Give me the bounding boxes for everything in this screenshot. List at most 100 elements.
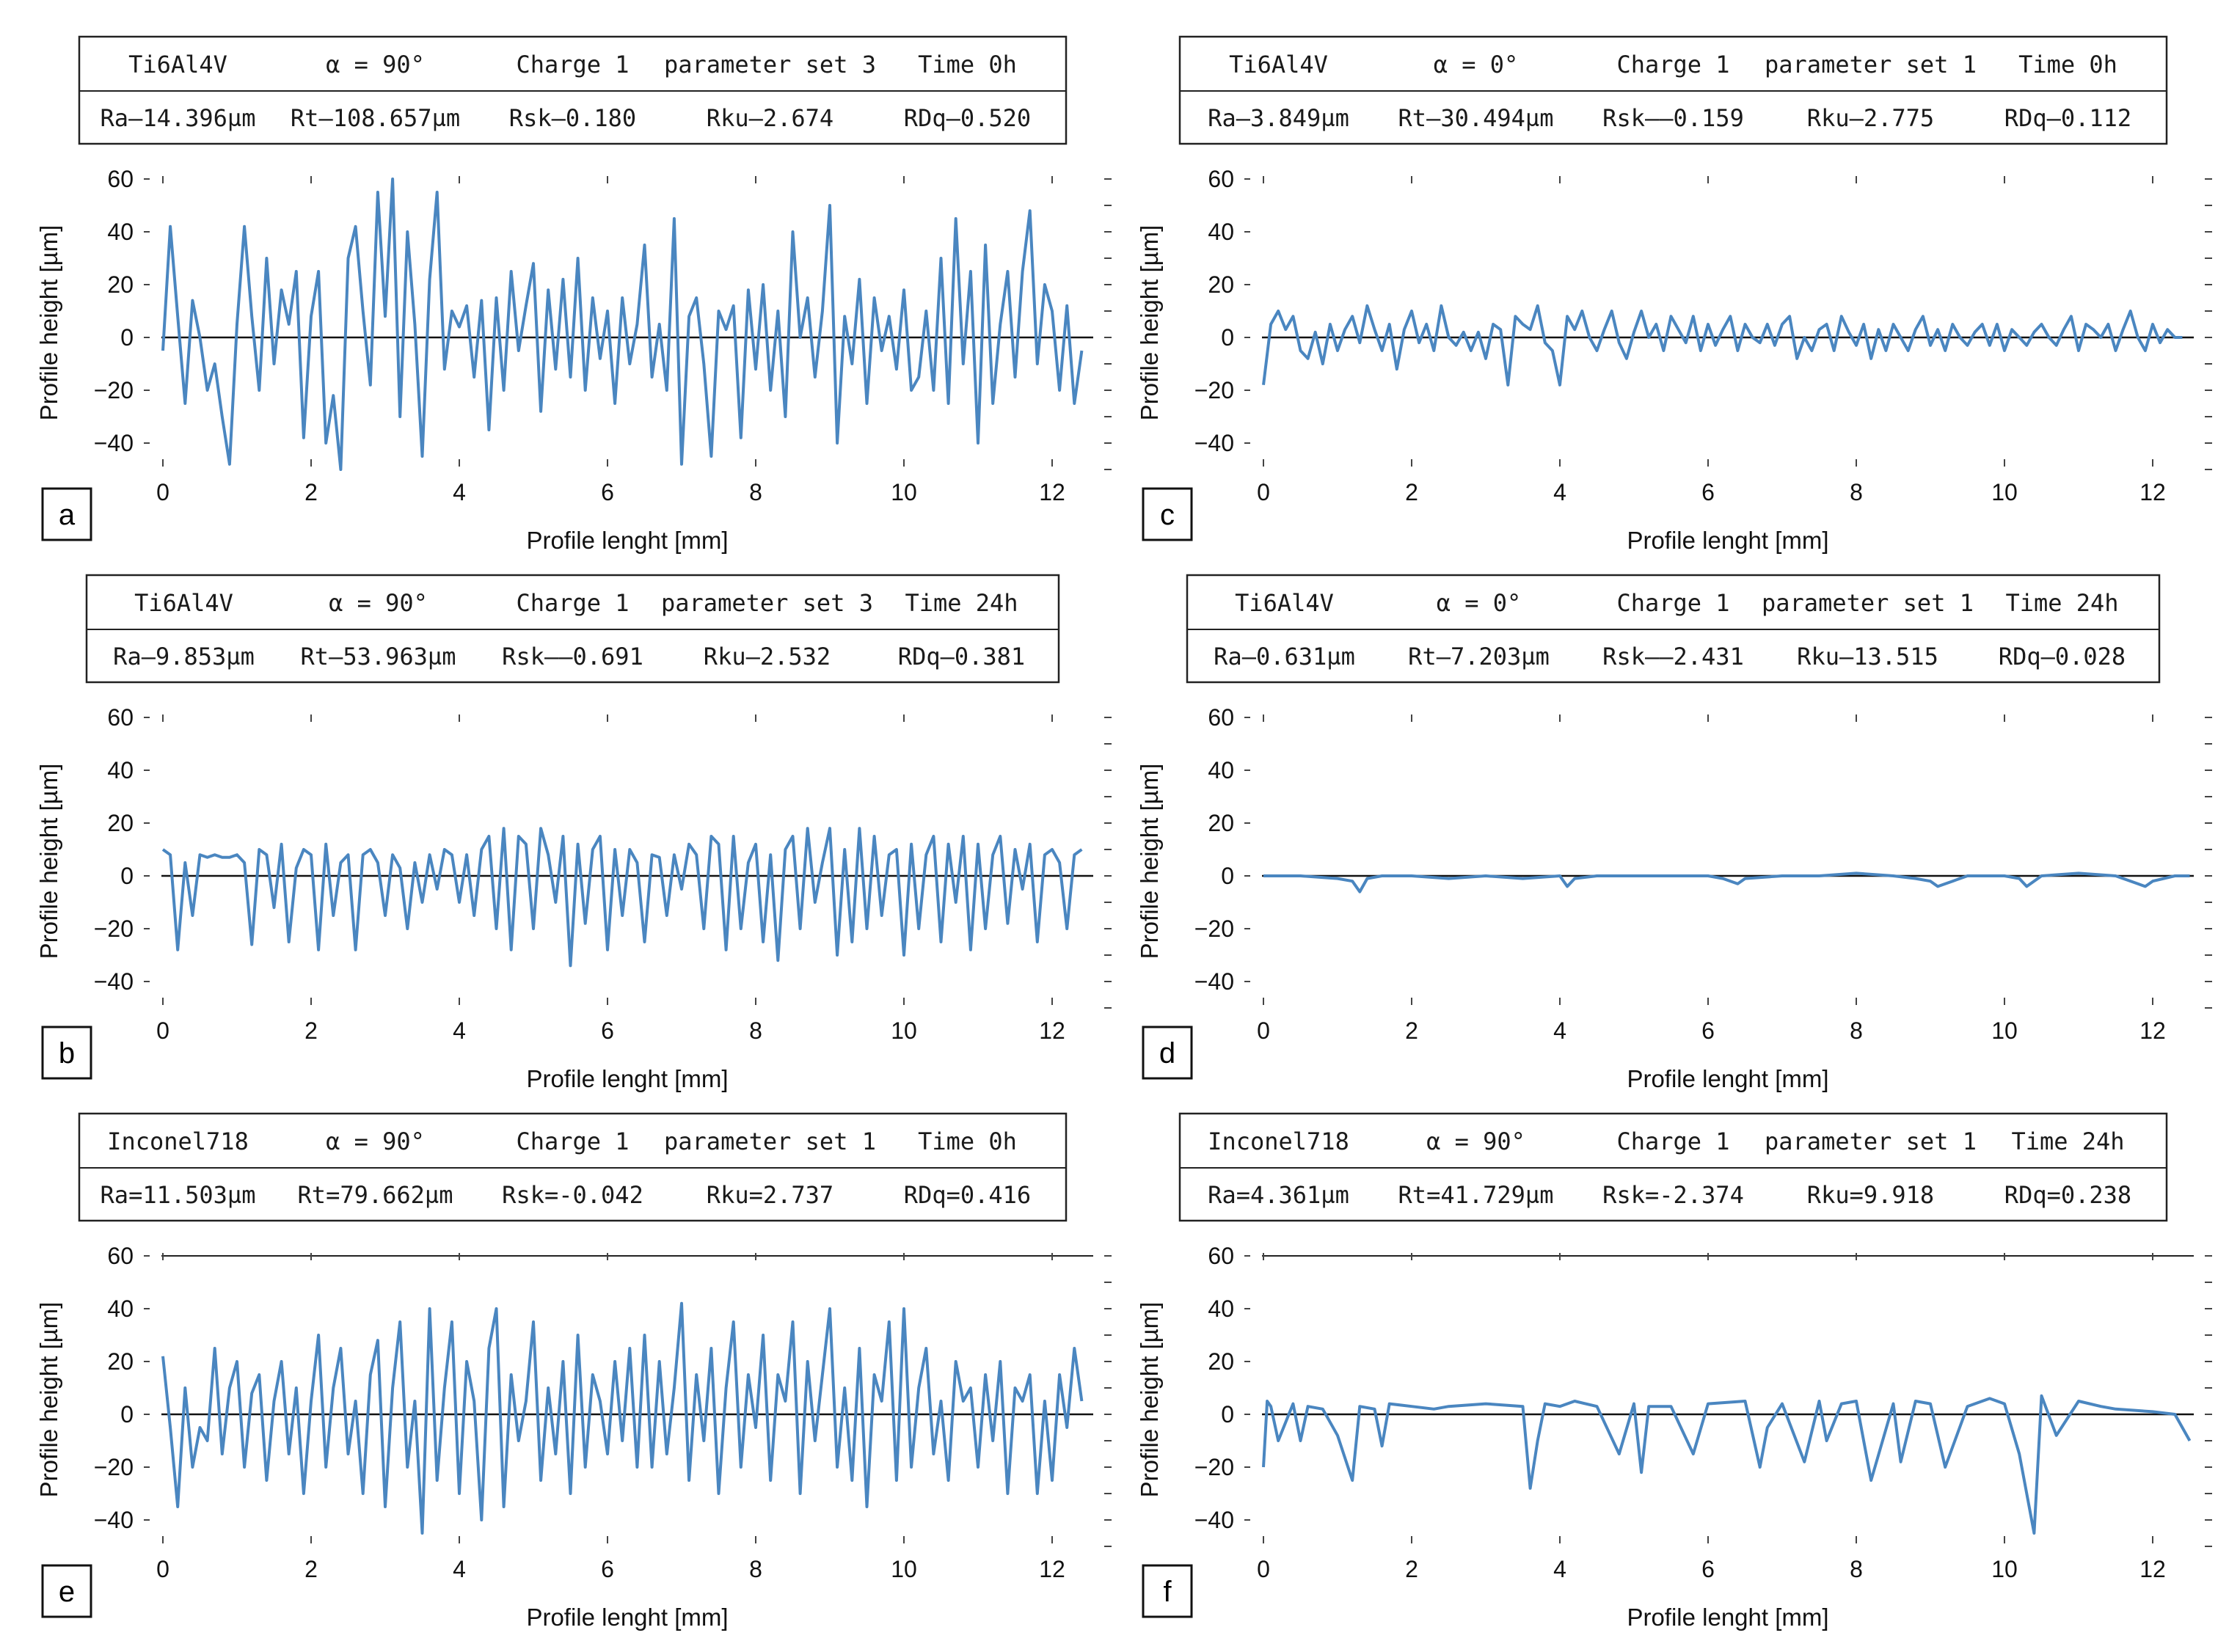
- parameter-box: Ti6Al4V α = 0° Charge 1 parameter set 1 Time…: [1186, 574, 2161, 684]
- profile-line-series-1: [161, 178, 1084, 471]
- x-tick-label: 8: [1850, 1017, 1863, 1044]
- x-tick-label: 0: [1257, 479, 1270, 505]
- panel-c: Ti6Al4V α = 0° Charge 1 parameter set 1 Time…: [1136, 35, 2212, 554]
- x-tick-label: 4: [453, 1017, 466, 1044]
- y-tick-label: 20: [107, 810, 134, 836]
- panel-letter-a: a: [41, 487, 92, 541]
- x-axis-label: Profile lenght [mm]: [1627, 1604, 1828, 1631]
- header-field-2: α = 0°: [1434, 51, 1519, 78]
- header-field-2: α = 90°: [326, 1127, 425, 1155]
- plot-area: 60 40 20 0 −20 −40 0 2 4 6 8 10 12: [1194, 166, 2212, 505]
- parameter-field-2: Rt–30.494µm: [1398, 104, 1554, 132]
- x-tick-label: 6: [1701, 1556, 1715, 1582]
- header-field-5: Time 24h: [2005, 589, 2118, 617]
- x-tick-label: 0: [156, 479, 169, 505]
- x-tick-label: 4: [453, 479, 466, 505]
- x-tick-label: 6: [601, 479, 614, 505]
- x-tick-label: 4: [1553, 1017, 1566, 1044]
- y-tick-label: 40: [1208, 219, 1234, 245]
- header-field-2: α = 90°: [326, 51, 425, 78]
- parameter-field-2: Rt–53.963µm: [301, 643, 456, 670]
- x-tick-label: 0: [156, 1556, 169, 1582]
- y-tick-label: 60: [1208, 1243, 1234, 1269]
- plot-area: 60 40 20 0 −20 −40 0 2 4 6 8 10 12: [94, 166, 1112, 505]
- header-field-5: Time 24h: [905, 589, 1018, 617]
- panel-letter-text: b: [59, 1037, 75, 1070]
- x-tick-label: 4: [1553, 479, 1566, 505]
- parameter-field-4: Rku–13.515: [1797, 643, 1938, 670]
- x-axis-label: Profile lenght [mm]: [1627, 1065, 1828, 1092]
- x-tick-label: 6: [1701, 479, 1715, 505]
- parameter-field-4: Rku–2.532: [704, 643, 831, 670]
- y-tick-label: −40: [94, 1507, 134, 1533]
- panel-letter-box: [41, 487, 92, 541]
- header-field-3: Charge 1: [1616, 51, 1729, 78]
- y-tick-label: 0: [1221, 1401, 1234, 1428]
- x-tick-label: 8: [1850, 1556, 1863, 1582]
- panel-letter-c: c: [1142, 487, 1193, 541]
- y-axis-label: Profile height [µm]: [35, 225, 62, 421]
- parameter-field-4: Rku–2.775: [1807, 104, 1934, 132]
- header-field-4: parameter set 1: [1765, 51, 1977, 78]
- y-tick-label: −20: [94, 1454, 134, 1480]
- parameter-field-5: RDq=0.416: [904, 1181, 1031, 1209]
- panel-d: Ti6Al4V α = 0° Charge 1 parameter set 1 Time…: [1136, 574, 2212, 1092]
- y-axis-label: Profile height [µm]: [1136, 764, 1163, 960]
- y-tick-label: 0: [120, 1401, 134, 1428]
- panel-letter-text: c: [1160, 499, 1175, 531]
- y-tick-label: −40: [1194, 968, 1234, 995]
- y-axis-label: Profile height [µm]: [1136, 1302, 1163, 1498]
- y-tick-label: −40: [94, 968, 134, 995]
- y-tick-label: −40: [1194, 430, 1234, 456]
- x-tick-label: 8: [749, 1017, 762, 1044]
- header-field-5: Time 24h: [2011, 1127, 2124, 1155]
- header-field-5: Time 0h: [918, 51, 1017, 78]
- x-tick-label: 10: [1991, 1017, 2018, 1044]
- header-field-4: parameter set 1: [664, 1127, 876, 1155]
- header-field-2: α = 0°: [1437, 589, 1522, 617]
- panel-letter-box: [41, 1026, 92, 1080]
- panel-e: Inconel718 α = 90° Charge 1 parameter set 1…: [35, 1112, 1112, 1631]
- x-tick-label: 4: [1553, 1556, 1566, 1582]
- y-tick-label: 20: [1208, 271, 1234, 298]
- parameter-field-3: Rsk=-2.374: [1602, 1181, 1744, 1209]
- parameter-field-5: RDq–0.028: [1999, 643, 2126, 670]
- header-field-3: Charge 1: [1616, 1127, 1729, 1155]
- header-field-1: Ti6Al4V: [1229, 51, 1328, 78]
- panel-letter-f: f: [1142, 1564, 1193, 1618]
- header-field-2: α = 90°: [329, 589, 428, 617]
- x-tick-label: 10: [1991, 1556, 2018, 1582]
- parameter-field-4: Rku=9.918: [1807, 1181, 1934, 1209]
- x-tick-label: 2: [304, 1017, 318, 1044]
- x-axis-label: Profile lenght [mm]: [526, 527, 728, 554]
- y-tick-label: −20: [1194, 1454, 1234, 1480]
- y-tick-label: 0: [120, 863, 134, 889]
- parameter-field-4: Rku=2.737: [707, 1181, 833, 1209]
- x-tick-label: 12: [1039, 1556, 1065, 1582]
- parameter-field-2: Rt=79.662µm: [298, 1181, 453, 1209]
- panel-letter-e: e: [41, 1564, 92, 1618]
- header-field-2: α = 90°: [1426, 1127, 1525, 1155]
- header-field-1: Ti6Al4V: [1235, 589, 1334, 617]
- panel-a: Ti6Al4V α = 90° Charge 1 parameter set 3 Tim…: [35, 35, 1112, 554]
- x-tick-label: 2: [1405, 479, 1418, 505]
- x-tick-label: 10: [1991, 479, 2018, 505]
- parameter-field-3: Rsk––2.431: [1602, 643, 1744, 670]
- y-tick-label: 20: [1208, 1348, 1234, 1375]
- y-tick-label: 40: [1208, 1295, 1234, 1322]
- parameter-field-2: Rt=41.729µm: [1398, 1181, 1554, 1209]
- x-tick-label: 12: [1039, 1017, 1065, 1044]
- x-tick-label: 8: [1850, 479, 1863, 505]
- header-field-4: parameter set 1: [1765, 1127, 1977, 1155]
- plot-area: 60 40 20 0 −20 −40 0 2 4 6 8 10 12: [1194, 704, 2212, 1044]
- header-field-3: Charge 1: [1616, 589, 1729, 617]
- y-tick-label: 0: [1221, 324, 1234, 351]
- x-tick-label: 12: [2139, 1556, 2166, 1582]
- parameter-box: Ti6Al4V α = 90° Charge 1 parameter set 3 Tim…: [78, 35, 1068, 145]
- y-axis-label: Profile height [µm]: [35, 1302, 62, 1498]
- y-tick-label: 60: [107, 166, 134, 192]
- y-tick-label: −20: [94, 915, 134, 942]
- parameter-field-1: Ra–3.849µm: [1208, 104, 1349, 132]
- plot-area: 60 40 20 0 −20 −40 0 2 4 6 8 10 12: [1194, 1243, 2212, 1582]
